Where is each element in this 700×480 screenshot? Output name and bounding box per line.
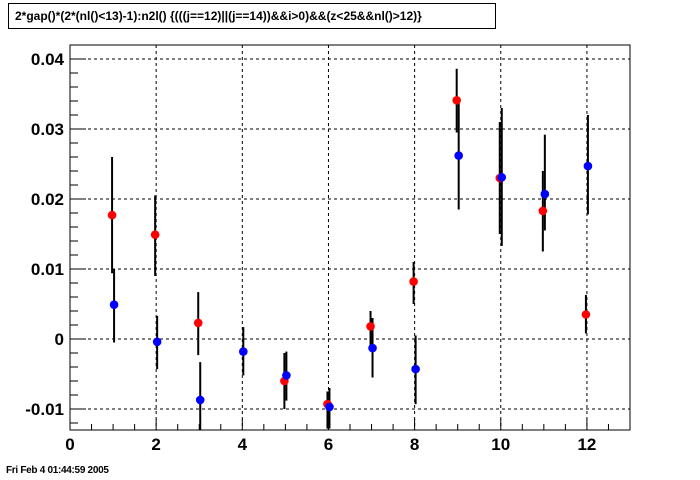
data-point-blue [325,402,334,412]
error-bars [111,68,589,430]
data-point-red [107,210,117,220]
data-point-blue [497,173,507,182]
y-tick-label: 0 [55,330,64,349]
data-point-red [366,322,375,331]
timestamp-footer: Fri Feb 4 01:44:59 2005 [6,465,109,476]
data-point-red [452,96,461,105]
y-tick-label: 0.04 [31,50,65,69]
x-tick-label: 12 [577,435,596,454]
data-point-blue [195,395,205,405]
data-point-blue [454,151,463,160]
data-points [107,96,593,412]
y-tick-label: 0.01 [31,260,64,279]
x-tick-label: 4 [238,435,248,454]
data-point-blue [282,371,291,380]
data-point-red [538,206,548,216]
data-point-red [150,230,160,239]
data-point-blue [583,161,593,171]
data-point-blue [109,300,119,310]
data-point-blue [152,337,162,347]
y-tick-label: -0.01 [25,400,64,419]
y-axis-tick-labels: -0.01 0 0.01 0.02 0.03 0.04 [25,50,64,419]
y-tick-label: 0.03 [31,120,64,139]
data-point-red [193,318,203,328]
data-point-red [581,310,591,319]
x-axis-tick-labels: 0 2 4 6 8 10 12 [65,435,596,454]
x-tick-label: 8 [410,435,419,454]
y-axis-ticks [70,44,86,424]
x-tick-label: 6 [324,435,333,454]
chart-title: 2*gap()*(2*(nl()<13)-1):n2l() {(((j==12)… [8,3,496,29]
data-point-blue [239,347,248,356]
x-tick-label: 10 [491,435,510,454]
x-axis-ticks [69,419,609,430]
data-point-blue [540,189,550,199]
x-tick-label: 0 [65,435,74,454]
data-point-red [409,277,418,286]
data-point-blue [368,343,377,353]
y-tick-label: 0.02 [31,190,64,209]
data-point-blue [411,364,420,374]
x-tick-label: 2 [151,435,160,454]
